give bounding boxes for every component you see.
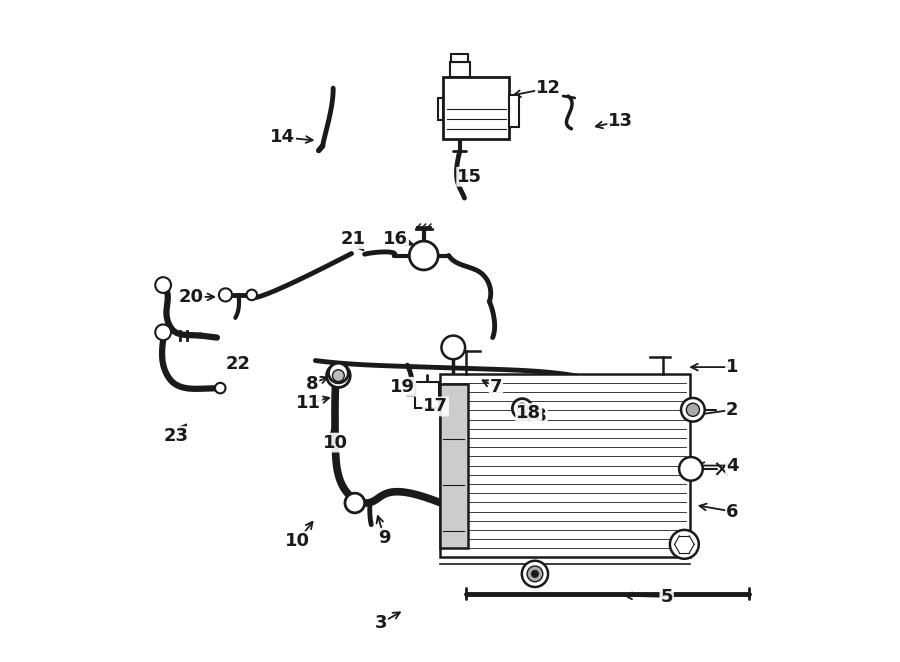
Circle shape	[512, 399, 532, 418]
Circle shape	[332, 370, 345, 381]
Circle shape	[156, 277, 171, 293]
Text: 23: 23	[164, 427, 189, 445]
Text: 20: 20	[179, 288, 204, 306]
Text: 8: 8	[535, 407, 547, 426]
Text: 3: 3	[374, 614, 387, 632]
Text: 1: 1	[726, 358, 739, 376]
Circle shape	[517, 403, 527, 414]
Text: 11: 11	[296, 394, 321, 412]
Circle shape	[219, 289, 232, 301]
Text: 10: 10	[322, 434, 347, 451]
Bar	[450, 62, 470, 77]
Bar	[440, 373, 689, 557]
Bar	[440, 383, 468, 547]
Bar	[509, 95, 519, 126]
Circle shape	[328, 363, 348, 383]
Circle shape	[247, 290, 257, 300]
Circle shape	[681, 398, 705, 422]
Circle shape	[215, 383, 226, 393]
Circle shape	[410, 241, 438, 270]
Circle shape	[442, 336, 465, 359]
Text: 9: 9	[378, 529, 391, 547]
Text: 19: 19	[391, 378, 415, 396]
Bar	[415, 381, 439, 408]
Circle shape	[327, 364, 350, 387]
Text: 21: 21	[340, 230, 365, 248]
Text: 13: 13	[608, 112, 634, 130]
Text: 16: 16	[383, 230, 408, 248]
Bar	[444, 77, 509, 139]
Bar	[451, 54, 468, 62]
Circle shape	[532, 571, 538, 577]
Text: 6: 6	[726, 502, 739, 520]
Text: 18: 18	[517, 404, 541, 422]
Text: 8: 8	[306, 375, 319, 393]
Circle shape	[680, 457, 703, 481]
Text: 15: 15	[457, 167, 482, 186]
Circle shape	[670, 530, 698, 559]
Text: 7: 7	[490, 378, 502, 396]
Bar	[438, 99, 444, 120]
Circle shape	[522, 561, 548, 587]
Circle shape	[156, 324, 171, 340]
Text: 22: 22	[226, 355, 251, 373]
Text: 17: 17	[423, 397, 448, 416]
Circle shape	[527, 566, 543, 582]
Text: 5: 5	[661, 588, 673, 606]
Text: 4: 4	[726, 457, 739, 475]
Text: 10: 10	[285, 532, 310, 550]
Text: 14: 14	[270, 128, 295, 146]
Text: 12: 12	[536, 79, 561, 97]
Circle shape	[345, 493, 364, 513]
Text: 2: 2	[726, 401, 739, 419]
Circle shape	[687, 403, 699, 416]
